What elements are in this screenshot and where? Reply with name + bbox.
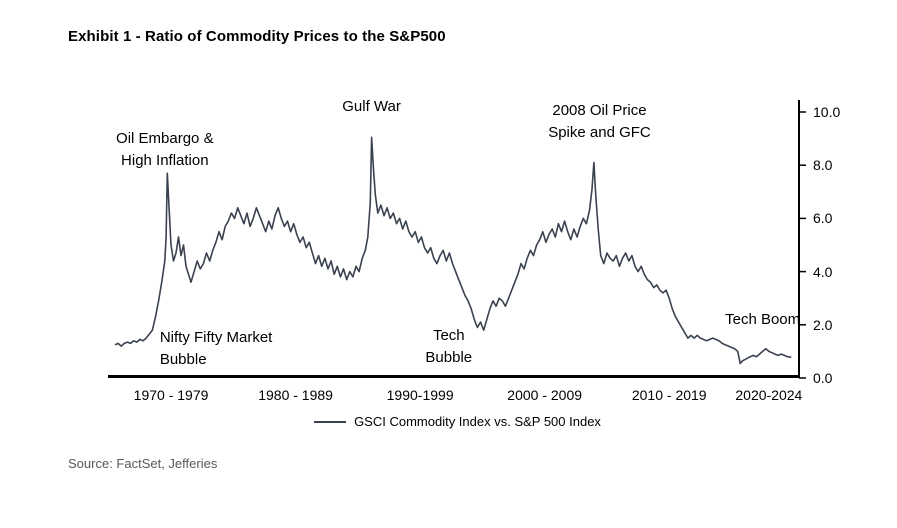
chart-title: Exhibit 1 - Ratio of Commodity Prices to… (68, 28, 446, 45)
source-note: Source: FactSet, Jefferies (68, 456, 218, 471)
x-axis-label: 2000 - 2009 (507, 387, 583, 403)
series-line (114, 136, 792, 365)
legend-label: GSCI Commodity Index vs. S&P 500 Index (354, 414, 601, 429)
y-axis-label: 0.0 (813, 370, 833, 386)
x-axis-label: 1970 - 1979 (133, 387, 209, 403)
plot-area: 0.0 2.0 4.0 6.0 8.0 10.0 1970 - 1979 1980 - 19… (108, 98, 840, 403)
y-axis-label: 8.0 (813, 157, 833, 174)
x-axis-label: 2020-2024 (735, 387, 803, 403)
x-axis-label: 1980 - 1989 (258, 387, 333, 403)
y-axis-label: 6.0 (813, 210, 833, 227)
y-axis-label: 10.0 (813, 104, 841, 120)
x-axis-label: 1990-1999 (386, 387, 454, 403)
x-axis-label: 2010 - 2019 (631, 387, 707, 403)
y-axis-label: 4.0 (813, 263, 833, 280)
legend-line-swatch (314, 420, 347, 423)
legend: GSCI Commodity Index vs. S&P 500 Index (115, 414, 800, 429)
line-chart-svg (108, 100, 806, 379)
y-axis-label: 2.0 (813, 316, 833, 333)
